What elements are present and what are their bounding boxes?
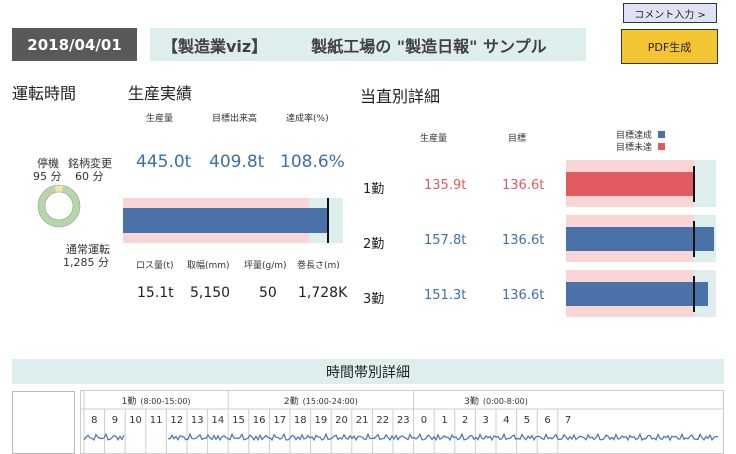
hour-label: 6: [544, 415, 550, 426]
production-section-title: 生産実績: [128, 84, 193, 103]
shift-section-title: 当直別詳細: [360, 87, 441, 106]
hour-label: 2: [462, 415, 468, 426]
basis-label: 坪量(g/m): [244, 261, 287, 271]
shift-actual-bar: [566, 227, 714, 251]
shift-volume: 135.9t: [424, 178, 467, 193]
hour-label: 9: [112, 415, 118, 426]
timeline-title: 時間帯別詳細: [12, 359, 724, 384]
shift-volume-label: 生産量: [420, 134, 448, 144]
production-trace: [167, 432, 719, 442]
volume-label: 生産量: [146, 114, 174, 124]
shift-volume: 157.8t: [424, 233, 467, 248]
normal-value: 1,285 分: [63, 256, 109, 269]
rate-label: 達成率(%): [286, 114, 329, 124]
rate-value: 108.6%: [280, 152, 345, 172]
normal-label: 通常運転: [66, 243, 110, 256]
shift-bar-band: [566, 215, 716, 262]
comment-input-button[interactable]: コメント入力 >: [623, 3, 717, 23]
brand-label: 【製造業viz】: [162, 36, 268, 56]
basis-value: 50: [259, 285, 277, 301]
hour-label: 18: [294, 415, 307, 426]
shift-volume: 151.3t: [424, 288, 467, 303]
hour-label: 12: [170, 415, 183, 426]
shift-target-marker: [693, 276, 696, 312]
production-target-marker: [326, 198, 329, 243]
loss-label: ロス量(t): [136, 261, 174, 271]
hour-label: 10: [129, 415, 142, 426]
length-value: 1,728K: [298, 285, 348, 301]
hour-label: 20: [335, 415, 348, 426]
hour-label: 3: [483, 415, 489, 426]
hour-label: 0: [421, 415, 427, 426]
donut-normal-segment: [38, 185, 80, 227]
shift-bar-band: [566, 160, 716, 207]
production-bar-band: [123, 198, 343, 243]
width-value: 5,150: [190, 285, 231, 301]
change-label: 銘柄変更: [68, 157, 112, 170]
shift-bar-over-zone: [694, 160, 716, 207]
hour-label: 16: [253, 415, 266, 426]
legend-achieved-label: 目標達成: [616, 131, 653, 141]
width-label: 取幅(mm): [187, 261, 230, 271]
change-value: 60 分: [75, 170, 104, 183]
hour-label: 8: [91, 415, 97, 426]
hour-label: 14: [212, 415, 225, 426]
production-actual-bar: [123, 208, 327, 233]
hour-label: 5: [524, 415, 530, 426]
hour-label: 15: [232, 415, 245, 426]
pdf-generate-button[interactable]: PDF生成: [621, 29, 718, 64]
shift-actual-bar: [566, 172, 694, 196]
shift-target-marker: [693, 221, 696, 257]
stop-label: 停機: [37, 157, 59, 170]
shift-header: 2勤 (15:00-24:00): [284, 395, 358, 407]
target-label: 目標出来高: [212, 114, 258, 124]
hour-label: 17: [273, 415, 286, 426]
hour-label: 7: [565, 415, 571, 426]
production-trace: [83, 432, 125, 441]
hour-label: 21: [356, 415, 369, 426]
hour-label: 23: [397, 415, 410, 426]
timeline-side-box: [12, 391, 75, 454]
report-date: 2018/04/01: [12, 28, 137, 61]
shift-target: 136.6t: [502, 178, 545, 193]
target-value: 409.8t: [209, 152, 265, 172]
hour-label: 13: [191, 415, 204, 426]
hour-label: 1: [441, 415, 447, 426]
hour-label: 11: [150, 415, 163, 426]
legend-missed: 目標未達: [616, 140, 665, 153]
shift-name: 1勤: [363, 182, 385, 197]
legend-achieved-swatch: [657, 131, 665, 138]
shift-actual-bar: [566, 282, 708, 306]
volume-value: 445.0t: [136, 152, 192, 172]
timeline-chart: 1勤 (8:00-15:00) 2勤 (15:00-24:00) 3勤 (0:00-8:0…: [80, 390, 724, 454]
length-label: 巻長さ(m): [297, 261, 340, 271]
shift-target: 136.6t: [502, 288, 545, 303]
legend-missed-label: 目標未達: [616, 143, 653, 153]
loss-value: 15.1t: [137, 285, 174, 301]
hour-label: 19: [315, 415, 328, 426]
shift-name: 2勤: [363, 237, 385, 252]
hour-label: 22: [376, 415, 389, 426]
stop-value: 95 分: [33, 170, 62, 183]
shift-target-marker: [693, 166, 696, 202]
legend-missed-swatch: [657, 143, 665, 150]
shift-target: 136.6t: [502, 233, 545, 248]
shift-bar-band: [566, 270, 716, 317]
page-title: 【製造業viz】 製紙工場の "製造日報" サンプル: [150, 28, 586, 61]
shift-header: 1勤 (8:00-15:00): [122, 395, 191, 407]
shift-target-label: 目標: [508, 134, 527, 144]
legend-achieved: 目標達成: [616, 128, 665, 141]
report-title: 製紙工場の "製造日報" サンプル: [311, 36, 547, 56]
shift-name: 3勤: [363, 292, 385, 307]
hour-label: 4: [503, 415, 509, 426]
operation-donut-chart: [37, 184, 81, 228]
shift-header: 3勤 (0:00-8:00): [464, 395, 528, 407]
operation-section-title: 運転時間: [12, 84, 77, 103]
